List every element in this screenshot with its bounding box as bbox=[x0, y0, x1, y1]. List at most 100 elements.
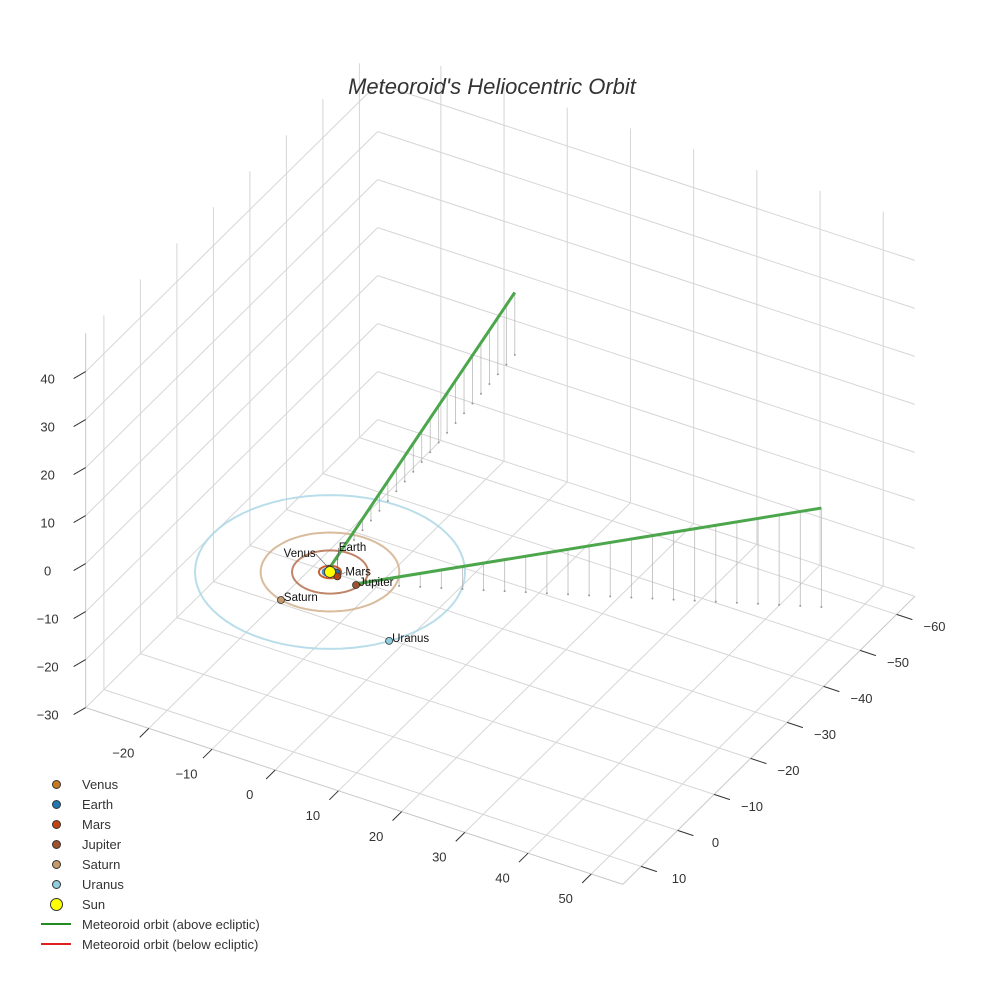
drop-line-base bbox=[496, 373, 499, 376]
y-tick-label: −60 bbox=[923, 619, 945, 634]
grid-line-leftwall-z bbox=[85, 275, 379, 564]
legend-line-icon bbox=[36, 934, 76, 954]
z-tick-label: 0 bbox=[44, 564, 51, 579]
legend-marker-icon bbox=[36, 834, 76, 854]
legend-item-venus[interactable]: Venus bbox=[36, 774, 260, 794]
drop-line-base bbox=[630, 596, 633, 599]
grid-line-backwall-z bbox=[377, 227, 916, 405]
grid-line-leftwall-z bbox=[85, 131, 379, 420]
grid-line-leftwall-z bbox=[85, 227, 379, 516]
x-tick-label: 30 bbox=[432, 850, 446, 865]
z-tick-mark bbox=[73, 659, 86, 668]
z-tick-mark bbox=[73, 371, 86, 380]
x-tick-label: −10 bbox=[175, 766, 197, 781]
legend-item-mars[interactable]: Mars bbox=[36, 814, 260, 834]
y-tick-mark bbox=[750, 757, 767, 765]
drop-line-base bbox=[524, 591, 527, 594]
grid-line-floor-x bbox=[401, 523, 695, 812]
legend-marker-icon bbox=[36, 814, 76, 834]
legend-swatch bbox=[41, 923, 71, 925]
drop-line-base bbox=[440, 586, 443, 589]
planet-label-leader-venus bbox=[315, 553, 330, 570]
drop-line-base bbox=[386, 499, 389, 502]
legend-label: Sun bbox=[82, 896, 106, 912]
legend-marker-icon bbox=[36, 894, 76, 914]
x-tick-mark bbox=[455, 832, 466, 842]
legend-item-sun[interactable]: Sun bbox=[36, 894, 260, 914]
grid-line-leftwall-z bbox=[85, 419, 379, 708]
legend-swatch bbox=[51, 819, 61, 829]
legend-item-saturn[interactable]: Saturn bbox=[36, 854, 260, 874]
grid-line-backwall-z bbox=[377, 419, 916, 597]
legend-marker-icon bbox=[36, 794, 76, 814]
grid-line-floor-y bbox=[359, 437, 897, 615]
x-tick-label: 20 bbox=[369, 829, 383, 844]
legend-item-meteoroid-orbit-below-ecliptic[interactable]: Meteoroid orbit (below ecliptic) bbox=[36, 934, 260, 954]
z-tick-mark bbox=[73, 419, 86, 428]
drop-line-base bbox=[471, 402, 474, 405]
x-tick-mark bbox=[139, 728, 150, 738]
y-tick-label: −30 bbox=[814, 727, 836, 742]
drop-line-base bbox=[482, 589, 485, 592]
drop-line-base bbox=[420, 460, 423, 463]
planet-label-earth: Earth bbox=[339, 542, 367, 554]
grid-line-leftwall-z bbox=[85, 179, 379, 468]
drop-line-base bbox=[461, 588, 464, 591]
drop-line-base bbox=[412, 470, 415, 473]
z-tick-label: 10 bbox=[40, 516, 54, 531]
planet-label-venus: Venus bbox=[284, 548, 316, 560]
legend-item-jupiter[interactable]: Jupiter bbox=[36, 834, 260, 854]
legend-item-uranus[interactable]: Uranus bbox=[36, 874, 260, 894]
x-tick-label: 0 bbox=[246, 787, 253, 802]
drop-line-base bbox=[376, 583, 379, 586]
z-tick-label: −30 bbox=[37, 708, 59, 723]
drop-line-base bbox=[419, 585, 422, 588]
y-tick-label: −50 bbox=[887, 655, 909, 670]
drop-line-base bbox=[672, 598, 675, 601]
drop-line-base bbox=[378, 509, 381, 512]
drop-line-base bbox=[361, 529, 364, 532]
planet-label-saturn: Saturn bbox=[284, 592, 318, 604]
legend: Venus Earth Mars Jupiter Saturn Uranus Sun Mete… bbox=[36, 774, 260, 954]
meteoroid-orbit-branch-1 bbox=[327, 291, 517, 570]
z-tick-mark bbox=[73, 611, 86, 620]
drop-line-base bbox=[567, 593, 570, 596]
drop-line-base bbox=[488, 383, 491, 386]
z-tick-label: 30 bbox=[40, 420, 54, 435]
y-tick-mark bbox=[640, 865, 658, 873]
legend-swatch bbox=[51, 859, 61, 869]
legend-line-icon bbox=[36, 914, 76, 934]
axis-line-y bbox=[622, 596, 916, 885]
legend-item-meteoroid-orbit-above-ecliptic[interactable]: Meteoroid orbit (above ecliptic) bbox=[36, 914, 260, 934]
drop-line-base bbox=[398, 584, 401, 587]
drop-line-base bbox=[651, 597, 654, 600]
drop-line-base bbox=[588, 594, 591, 597]
grid-line-floor-y bbox=[140, 653, 678, 831]
y-tick-label: 10 bbox=[672, 871, 686, 886]
x-tick-mark bbox=[518, 852, 529, 863]
grid-line-backwall-z bbox=[377, 131, 916, 309]
drop-line-base bbox=[778, 603, 781, 606]
grid-line-floor-x bbox=[148, 440, 442, 729]
x-tick-mark bbox=[265, 769, 276, 780]
planet-label-jupiter: Jupiter bbox=[359, 577, 394, 589]
legend-swatch bbox=[49, 897, 63, 911]
grid-line-leftwall-z bbox=[85, 371, 379, 660]
legend-item-earth[interactable]: Earth bbox=[36, 794, 260, 814]
planet-marker-saturn bbox=[277, 596, 285, 604]
drop-line-base bbox=[479, 392, 482, 395]
z-tick-mark bbox=[73, 563, 86, 572]
drop-line-base bbox=[437, 441, 440, 444]
meteoroid-orbit-branch-2 bbox=[356, 506, 822, 586]
legend-label: Venus bbox=[82, 776, 119, 792]
legend-swatch bbox=[51, 779, 61, 789]
y-tick-mark bbox=[896, 613, 913, 621]
drop-line-base bbox=[454, 422, 457, 425]
drop-line-base bbox=[505, 363, 508, 366]
legend-swatch bbox=[51, 799, 61, 809]
grid-line-floor-x bbox=[464, 544, 758, 833]
planet-marker-jupiter bbox=[352, 581, 360, 589]
grid-line-floor-x bbox=[338, 502, 631, 792]
drop-line-base bbox=[503, 590, 506, 593]
